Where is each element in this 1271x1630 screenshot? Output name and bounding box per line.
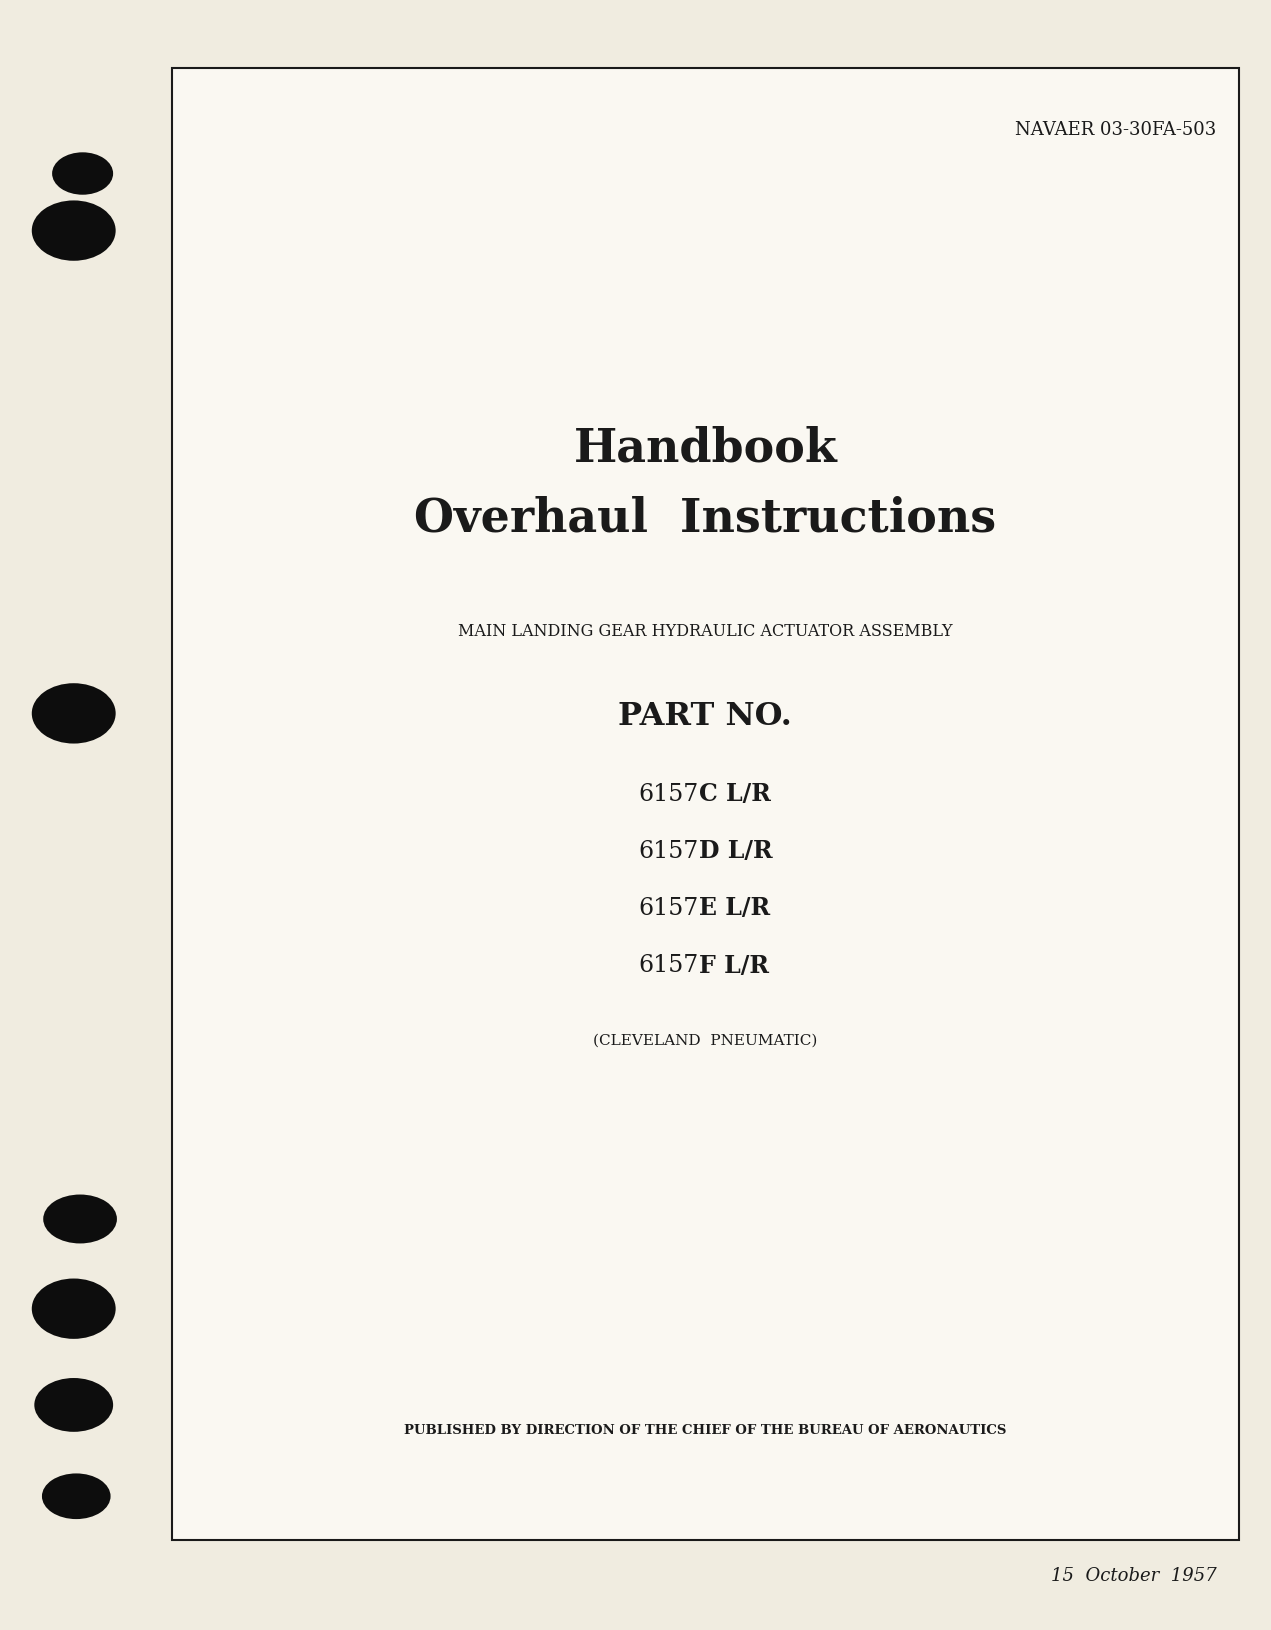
Ellipse shape <box>42 1474 111 1519</box>
Text: F L/R: F L/R <box>699 954 769 976</box>
Text: 6157: 6157 <box>639 839 699 862</box>
Text: 15  October  1957: 15 October 1957 <box>1051 1566 1216 1584</box>
Text: Overhaul  Instructions: Overhaul Instructions <box>414 496 996 541</box>
Ellipse shape <box>43 1195 117 1244</box>
Ellipse shape <box>32 200 116 262</box>
Bar <box>172 68 1239 1540</box>
Text: (CLEVELAND  PNEUMATIC): (CLEVELAND PNEUMATIC) <box>594 1033 817 1046</box>
Ellipse shape <box>32 1278 116 1340</box>
Text: 6157: 6157 <box>639 897 699 919</box>
Text: Handbook: Handbook <box>573 425 838 471</box>
Ellipse shape <box>32 683 116 743</box>
Text: E L/R: E L/R <box>699 897 770 919</box>
Ellipse shape <box>52 153 113 196</box>
Text: PUBLISHED BY DIRECTION OF THE CHIEF OF THE BUREAU OF AERONAUTICS: PUBLISHED BY DIRECTION OF THE CHIEF OF T… <box>404 1423 1007 1436</box>
Text: C L/R: C L/R <box>699 782 771 805</box>
Text: 6157: 6157 <box>639 782 699 805</box>
Text: PART NO.: PART NO. <box>619 699 792 732</box>
Text: MAIN LANDING GEAR HYDRAULIC ACTUATOR ASSEMBLY: MAIN LANDING GEAR HYDRAULIC ACTUATOR ASS… <box>458 623 953 639</box>
Text: D L/R: D L/R <box>699 839 773 862</box>
Ellipse shape <box>34 1379 113 1431</box>
Text: 6157: 6157 <box>639 954 699 976</box>
Text: NAVAER 03-30FA-503: NAVAER 03-30FA-503 <box>1016 121 1216 139</box>
